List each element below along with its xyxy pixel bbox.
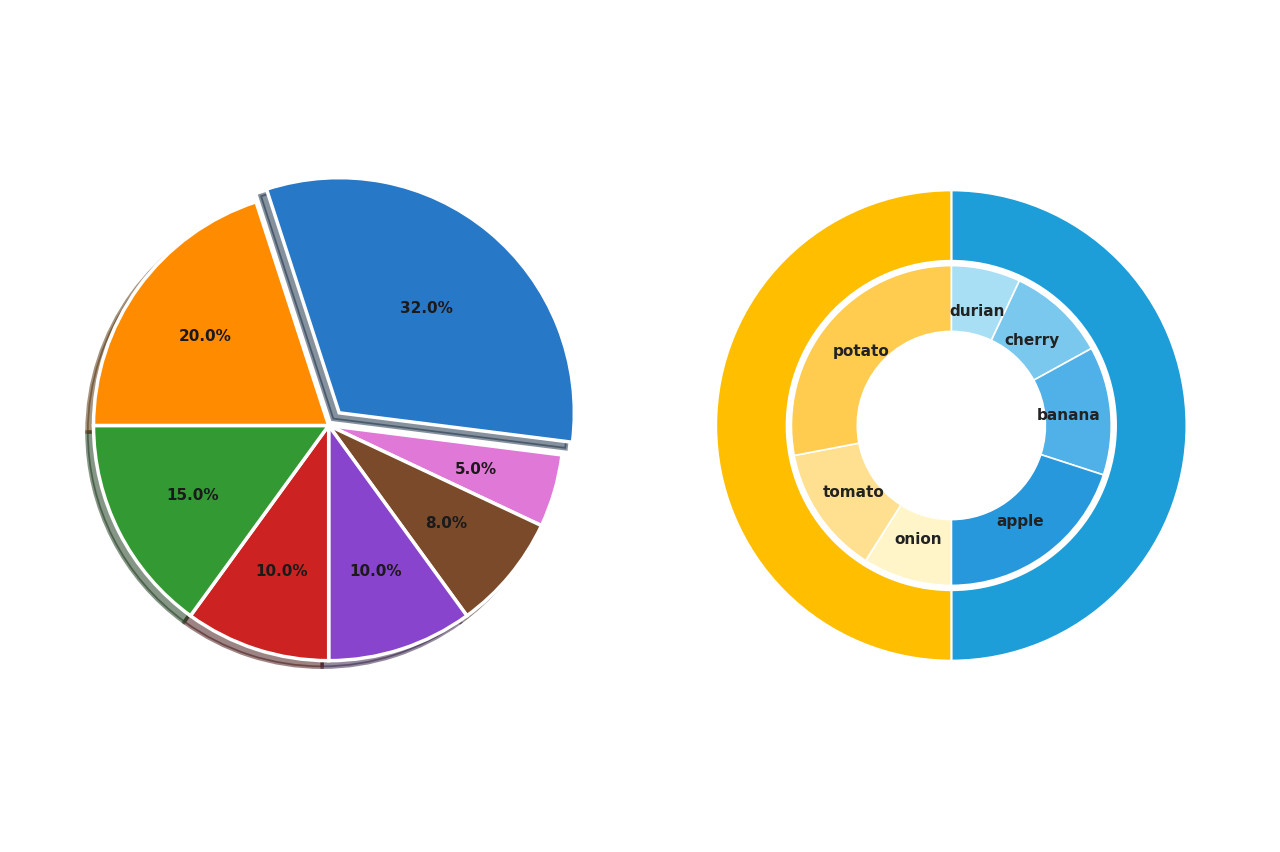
Wedge shape — [266, 178, 575, 443]
Text: 20.0%: 20.0% — [179, 329, 232, 343]
Text: 15.0%: 15.0% — [166, 488, 219, 503]
Text: 8.0%: 8.0% — [425, 515, 467, 531]
Wedge shape — [992, 281, 1092, 381]
Text: apple: apple — [997, 514, 1044, 528]
Wedge shape — [716, 191, 951, 661]
Text: 10.0%: 10.0% — [349, 564, 402, 579]
Wedge shape — [329, 426, 467, 661]
Wedge shape — [951, 191, 1187, 661]
Wedge shape — [329, 426, 562, 526]
Text: banana: banana — [1037, 407, 1101, 423]
Text: durian: durian — [950, 304, 1005, 319]
Text: cherry: cherry — [1005, 333, 1060, 348]
Text: potato: potato — [832, 343, 890, 359]
Wedge shape — [951, 455, 1103, 585]
Wedge shape — [865, 505, 951, 585]
Wedge shape — [93, 426, 329, 616]
Wedge shape — [951, 267, 1019, 341]
Text: 10.0%: 10.0% — [255, 564, 307, 579]
Wedge shape — [191, 426, 329, 661]
Wedge shape — [329, 426, 541, 616]
Wedge shape — [794, 444, 901, 561]
Text: tomato: tomato — [823, 485, 884, 499]
Text: 32.0%: 32.0% — [399, 301, 453, 316]
Wedge shape — [93, 203, 329, 426]
Wedge shape — [791, 267, 951, 456]
Wedge shape — [1034, 349, 1111, 475]
Text: onion: onion — [895, 532, 942, 546]
Text: 5.0%: 5.0% — [454, 461, 497, 476]
